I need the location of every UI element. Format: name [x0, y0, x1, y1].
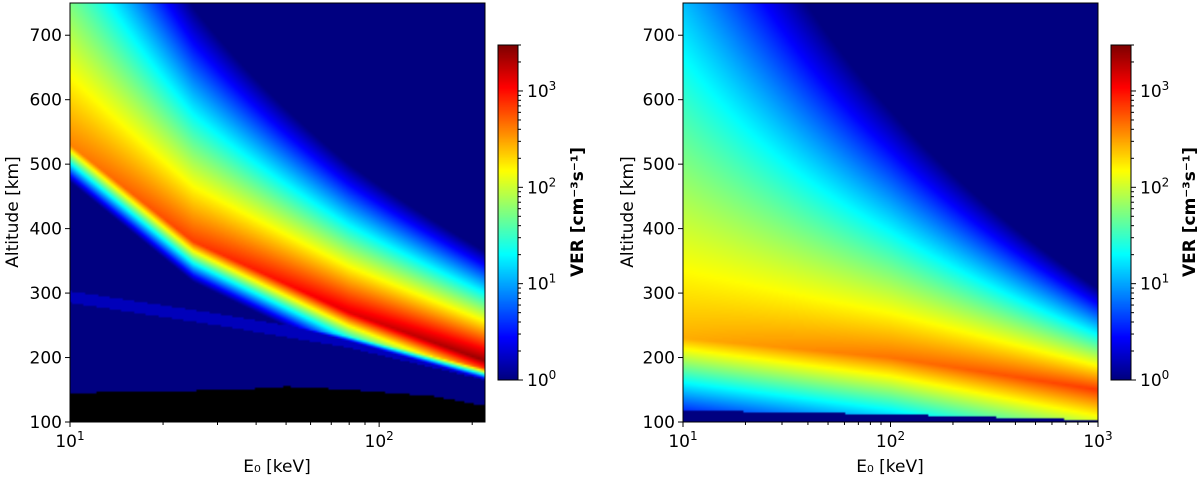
- left-y-tick-label-500: 500: [30, 155, 62, 175]
- left-x-ticks: 101 102: [55, 422, 473, 452]
- left-y-tick-label-700: 700: [30, 26, 62, 46]
- left-colorbar-label: VER [cm⁻³s⁻¹]: [568, 147, 588, 277]
- right-colorbar-frame: [1110, 44, 1132, 381]
- left-x-tick-label-10: 101: [55, 429, 84, 452]
- right-colorbar-tick-label-1: 100: [1140, 368, 1169, 391]
- left-y-ticks: 100 200 300 400 500 600 700: [30, 26, 70, 433]
- left-colorbar-tick-label-10: 101: [527, 272, 556, 295]
- right-heatmap-image: [683, 3, 1098, 422]
- right-colorbar-image: [1111, 45, 1131, 380]
- right-x-ticks: 101 102 103: [668, 422, 1113, 452]
- left-y-axis-label: Altitude [km]: [3, 156, 23, 268]
- right-colorbar-label: VER [cm⁻³s⁻¹]: [1180, 147, 1200, 277]
- right-colorbar-tick-label-10: 101: [1140, 272, 1169, 295]
- right-y-tick-label-600: 600: [643, 91, 675, 111]
- right-y-tick-label-700: 700: [643, 26, 675, 46]
- right-x-tick-label-100: 102: [876, 429, 905, 452]
- right-y-tick-label-200: 200: [643, 349, 675, 369]
- right-y-tick-label-500: 500: [643, 155, 675, 175]
- right-y-ticks: 100 200 300 400 500 600 700: [643, 26, 683, 433]
- left-colorbar-frame: [497, 44, 519, 381]
- right-y-tick-label-100: 100: [643, 413, 675, 433]
- right-y-tick-label-400: 400: [643, 220, 675, 240]
- left-plot-frame: [69, 2, 486, 423]
- right-y-tick-label-300: 300: [643, 284, 675, 304]
- left-y-tick-label-300: 300: [30, 284, 62, 304]
- left-colorbar-tick-label-1: 100: [527, 368, 556, 391]
- left-colorbar-tick-label-1000: 103: [527, 79, 556, 102]
- right-x-axis-label: E₀ [keV]: [856, 457, 924, 477]
- left-y-tick-label-100: 100: [30, 413, 62, 433]
- right-colorbar-ticks: 100 101 102 103: [1131, 44, 1169, 391]
- left-colorbar-ticks: 100 101 102 103: [518, 44, 556, 391]
- right-x-tick-label-1000: 103: [1083, 429, 1112, 452]
- right-colorbar-tick-label-100: 102: [1140, 175, 1169, 198]
- left-colorbar-tick-label-100: 102: [527, 175, 556, 198]
- right-panel: 100 200 300 400 500 600 700 101 102 103 E₀ [keV]…: [618, 2, 1200, 477]
- left-colorbar-image: [498, 45, 518, 380]
- right-y-axis-label: Altitude [km]: [618, 156, 638, 268]
- left-heatmap-image: [70, 3, 485, 422]
- left-panel: 100 200 300 400 500 600 700 101 102 E₀ [keV] Al…: [3, 2, 588, 477]
- left-y-tick-label-600: 600: [30, 91, 62, 111]
- left-x-tick-label-100: 102: [365, 429, 394, 452]
- right-colorbar-tick-label-1000: 103: [1140, 79, 1169, 102]
- right-x-tick-label-10: 101: [668, 429, 697, 452]
- left-y-tick-label-200: 200: [30, 349, 62, 369]
- left-y-tick-label-400: 400: [30, 220, 62, 240]
- left-x-axis-label: E₀ [keV]: [243, 457, 311, 477]
